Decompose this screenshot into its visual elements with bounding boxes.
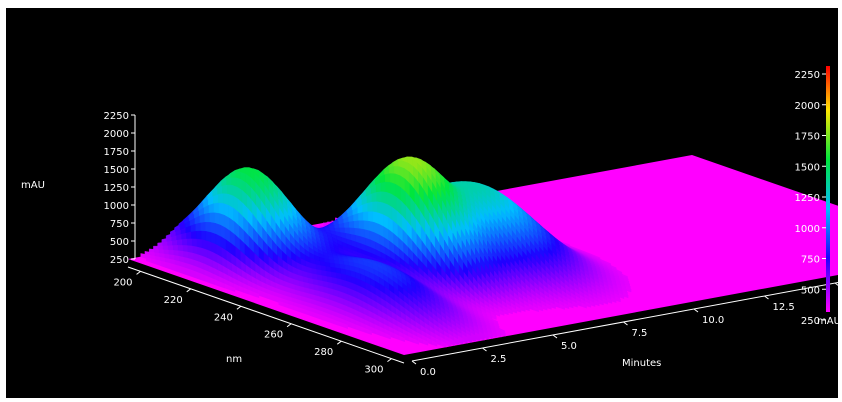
nm-axis-tick-label: 300 (364, 365, 383, 376)
surface-strip (602, 298, 608, 305)
time-axis-tick (482, 347, 487, 352)
plot-area: 250 500 750 1000 1250 1500 1750 2000 2250 mAU 200 2… (6, 8, 838, 398)
surface-strip (533, 306, 539, 313)
z-axis-tick-label: 750 (110, 219, 129, 230)
nm-axis-tick-label: 260 (264, 330, 283, 341)
surface-strip (563, 302, 570, 310)
surface-strip (432, 340, 438, 347)
time-axis-tick (834, 282, 838, 286)
time-axis-tick-label: 0.0 (420, 367, 436, 378)
surface-strip (585, 301, 592, 308)
nm-axis-tick-label: 240 (214, 312, 233, 323)
surface-strip (581, 302, 587, 309)
time-axis-tick-label: 7.5 (632, 328, 648, 339)
time-axis-tick (693, 308, 699, 313)
colorbar (826, 66, 830, 312)
colorbar-tick-label: 1750 (795, 132, 820, 143)
z-axis-tick-label: 2000 (104, 129, 129, 140)
nm-axis-tick-label: 220 (164, 295, 183, 306)
nm-axis-tick (136, 270, 141, 275)
surface-strip (229, 286, 236, 292)
surface-strip (524, 304, 530, 312)
time-axis-tick (411, 360, 417, 365)
surface-strip (550, 302, 556, 309)
surface-strip (385, 333, 391, 340)
surface-strip (615, 296, 621, 303)
surface-strip (559, 303, 565, 310)
colorbar-tick-label: 750 (801, 255, 820, 266)
z-axis-tick-label: 1250 (104, 183, 129, 194)
surface-strip (611, 296, 617, 303)
z-axis-tick-label: 1750 (104, 147, 129, 158)
nm-axis-tick (336, 340, 342, 345)
colorbar-tick-label: 1500 (795, 162, 820, 173)
surface-strip (503, 308, 509, 316)
surface-strip (399, 335, 405, 342)
nm-axis-tick (186, 288, 192, 293)
surface-strip (445, 339, 451, 347)
colorbar-unit-label: mAU (817, 316, 838, 327)
surface-strip (590, 300, 596, 307)
nm-axis-line (127, 266, 405, 364)
colorbar-tick-label: 1250 (795, 193, 820, 204)
z-axis-tick-label: 1000 (104, 201, 129, 212)
surface-strip (572, 300, 578, 308)
colorbar-tick-label: 2000 (795, 101, 820, 112)
surface-strip (253, 292, 260, 299)
time-axis-tick (623, 321, 628, 326)
time-axis-tick-label: 5.0 (561, 341, 577, 352)
nm-axis-tick (236, 305, 242, 310)
surface-strip (520, 305, 526, 312)
surface-strip (606, 297, 613, 304)
surface-strip (546, 303, 552, 310)
time-axis-tick (552, 334, 558, 339)
time-axis-label: Minutes (622, 358, 661, 369)
colorbar-tick-label: 2250 (795, 70, 820, 81)
surface-ribbons (140, 156, 632, 348)
surface-strip (516, 306, 522, 313)
surface-strip (568, 301, 574, 309)
surface-strip (542, 304, 548, 311)
surface-strip (507, 307, 513, 315)
nm-axis-label: nm (226, 354, 242, 365)
surface-strip (598, 298, 604, 306)
z-axis-tick-label: 2250 (104, 111, 129, 122)
z-axis-label: mAU (21, 180, 45, 191)
surface-strip (422, 339, 429, 346)
surface-strip (594, 299, 600, 307)
z-axis-tick-label: 250 (110, 255, 129, 266)
time-axis-tick-label: 10.0 (702, 315, 724, 326)
z-axis-tick-label: 1500 (104, 165, 129, 176)
time-axis-tick-label: 12.5 (773, 302, 795, 313)
surface-strip (537, 305, 544, 312)
surface-strip (441, 341, 447, 348)
surface-strip (511, 306, 518, 314)
nm-axis-tick (286, 323, 292, 328)
nm-axis-tick (387, 358, 392, 363)
nm-axis-tick-label: 200 (113, 277, 132, 288)
colorbar-tick-label: 250 (801, 316, 820, 327)
colorbar-tick-label: 500 (801, 285, 820, 296)
surface-strip (366, 328, 372, 335)
surface-strip (342, 323, 348, 329)
time-axis-tick (764, 295, 769, 300)
surface-strip (499, 309, 505, 316)
surface-strip (413, 338, 419, 345)
surface-chart: 250 500 750 1000 1250 1500 1750 2000 2250 mAU 200 2… (21, 66, 838, 378)
nm-axis-tick-label: 280 (314, 347, 333, 358)
time-axis-tick-label: 2.5 (491, 354, 507, 365)
z-axis-tick-label: 500 (110, 237, 129, 248)
colorbar-tick-label: 1000 (795, 224, 820, 235)
